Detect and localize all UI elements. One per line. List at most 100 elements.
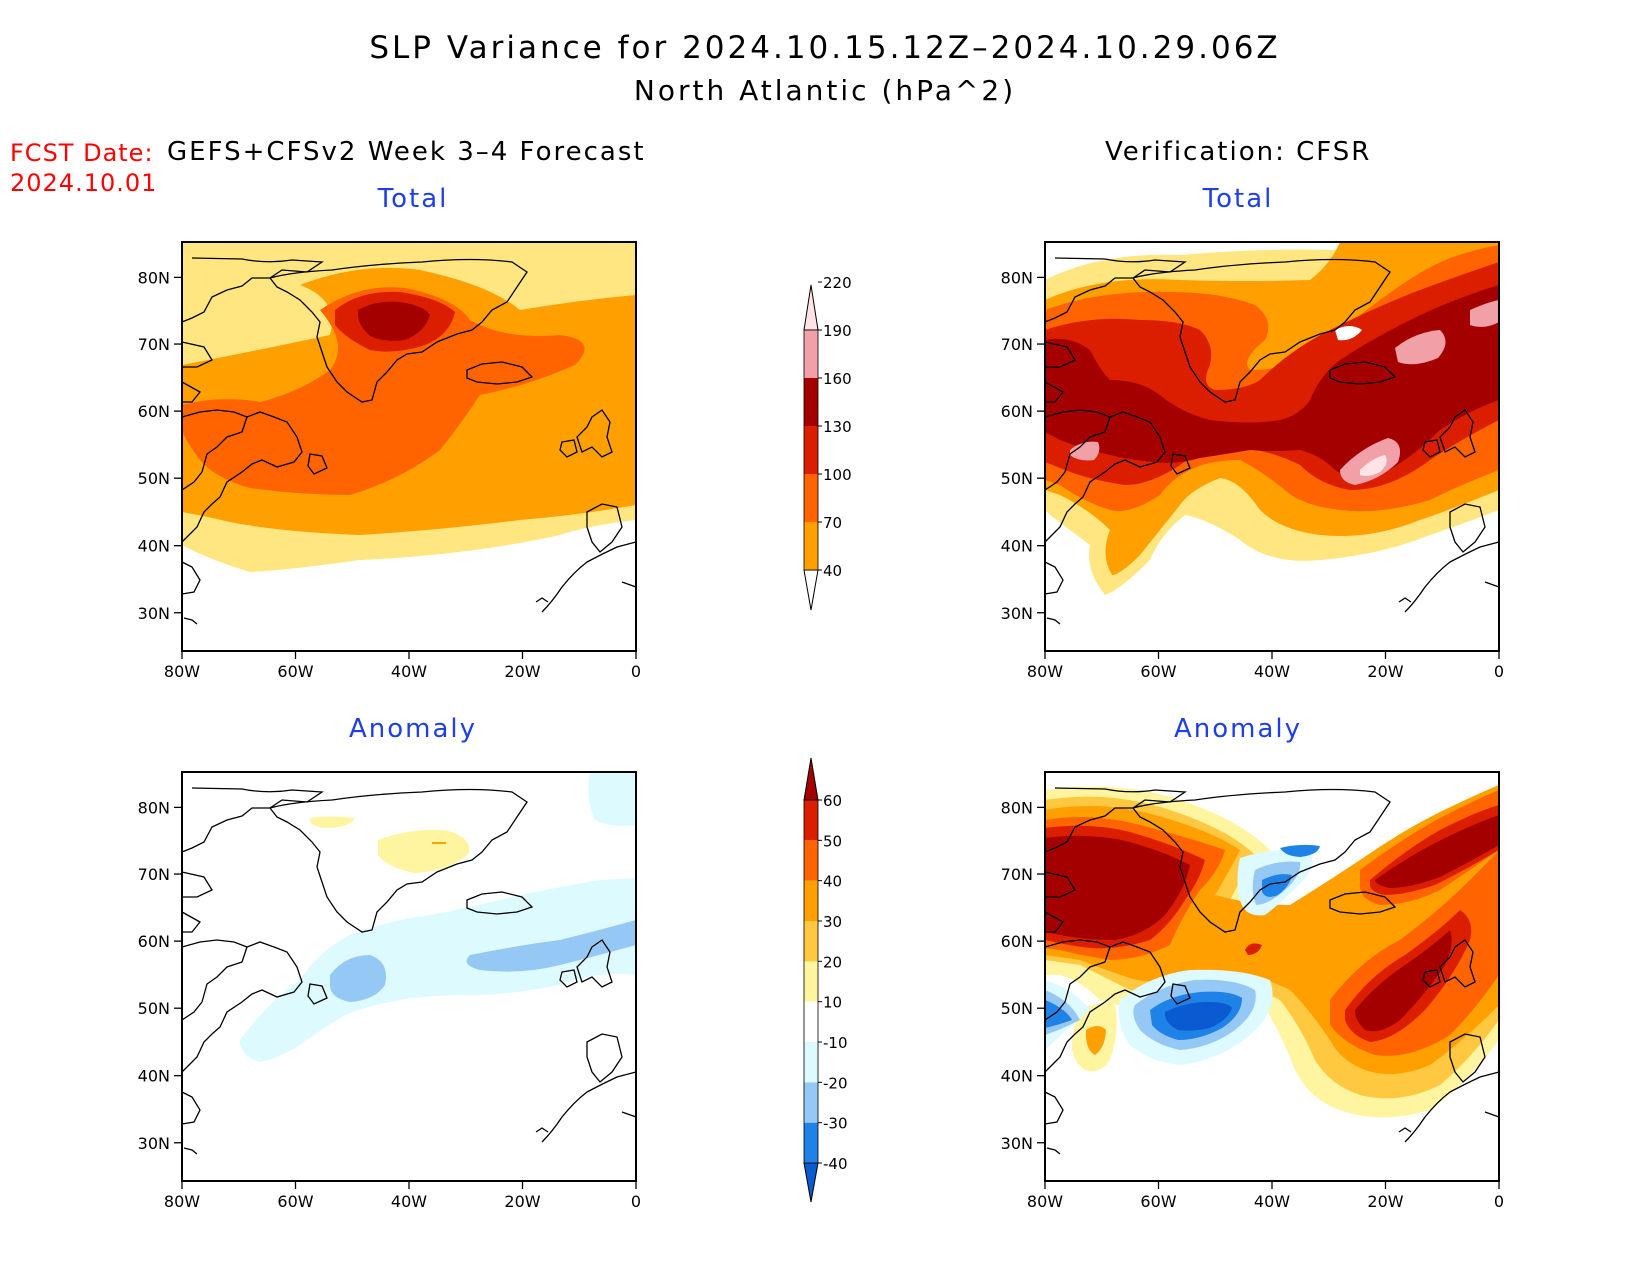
colorbar-segment bbox=[804, 330, 818, 378]
lat-tick-label: 60N bbox=[138, 402, 170, 421]
lat-tick-label: 40N bbox=[138, 537, 170, 556]
colorbar-anomaly: -40 -30 -20 -10 10 20 30 40 50 60 bbox=[803, 757, 848, 1203]
lat-tick-label: 40N bbox=[1001, 1067, 1033, 1086]
lon-tick-label: 60W bbox=[277, 662, 313, 681]
colorbar-label: 70 bbox=[823, 514, 842, 532]
lon-tick-label: 60W bbox=[277, 1192, 313, 1211]
colorbar-segment bbox=[804, 522, 818, 570]
panel-title-forecast-anomaly: Anomaly bbox=[348, 714, 478, 744]
lon-tick-label: 40W bbox=[391, 1192, 427, 1211]
right-header: Verification: CFSR bbox=[1105, 137, 1372, 167]
axis-ticks: 80N 70N 60N 50N 40N 30N 80W 60W 40W 20W 0 80N 70N 60N… bbox=[138, 268, 1504, 1211]
lat-tick-label: 70N bbox=[1001, 865, 1033, 884]
lat-tick-label: 40N bbox=[1001, 537, 1033, 556]
coastline-verification-anomaly bbox=[1044, 787, 1500, 1155]
lon-tick-label: 60W bbox=[1140, 662, 1176, 681]
colorbar-arrow-low bbox=[803, 1162, 819, 1203]
panel-title-verif-total: Total bbox=[1202, 184, 1274, 214]
colorbar-label: 30 bbox=[823, 913, 842, 931]
colorbar-label: 10 bbox=[823, 994, 842, 1012]
lat-tick-label: 80N bbox=[138, 268, 170, 287]
lat-tick-label: 70N bbox=[138, 335, 170, 354]
lon-tick-label: 0 bbox=[631, 1192, 641, 1211]
fcst-label: FCST Date: bbox=[10, 139, 154, 167]
lat-tick-label: 80N bbox=[1001, 798, 1033, 817]
colorbar-label: 60 bbox=[823, 792, 842, 810]
coastline-forecast-total bbox=[181, 257, 637, 625]
colorbar-segment bbox=[804, 1042, 818, 1083]
forecast-anomaly-map bbox=[182, 772, 636, 1181]
colorbar-label: -40 bbox=[823, 1155, 848, 1173]
colorbar-segment bbox=[804, 1082, 818, 1123]
lon-tick-label: 20W bbox=[504, 662, 540, 681]
colorbar-segment bbox=[804, 1122, 818, 1163]
colorbar-label: 20 bbox=[823, 953, 842, 971]
lon-tick-label: 20W bbox=[504, 1192, 540, 1211]
lon-tick-label: 20W bbox=[1367, 662, 1403, 681]
lat-tick-label: 60N bbox=[1001, 402, 1033, 421]
colorbar-label: -30 bbox=[823, 1115, 848, 1133]
main-subtitle: North Atlantic (hPa^2) bbox=[633, 74, 1017, 107]
coastline-forecast-anomaly bbox=[181, 787, 637, 1155]
colorbar-label: 130 bbox=[823, 418, 852, 436]
lat-tick-label: 50N bbox=[1001, 469, 1033, 488]
verification-anomaly-map bbox=[1045, 772, 1499, 1181]
lat-tick-label: 70N bbox=[138, 865, 170, 884]
lat-tick-label: 60N bbox=[1001, 932, 1033, 951]
forecast-total-map bbox=[182, 242, 636, 651]
lon-tick-label: 40W bbox=[1254, 1192, 1290, 1211]
lat-tick-label: 80N bbox=[138, 798, 170, 817]
lat-tick-label: 60N bbox=[138, 932, 170, 951]
lon-tick-label: 40W bbox=[1254, 662, 1290, 681]
fcst-date: 2024.10.01 bbox=[10, 169, 158, 197]
colorbar-segment bbox=[804, 426, 818, 474]
colorbar-segment bbox=[804, 840, 818, 881]
lon-tick-label: 40W bbox=[391, 662, 427, 681]
coastline-verification-total bbox=[1044, 257, 1500, 625]
colorbar-arrow-high bbox=[803, 757, 819, 801]
lon-tick-label: 80W bbox=[164, 1192, 200, 1211]
lon-tick-label: 0 bbox=[1494, 1192, 1504, 1211]
panel-title-verif-anomaly: Anomaly bbox=[1173, 714, 1303, 744]
lat-tick-label: 80N bbox=[1001, 268, 1033, 287]
colorbar-label: 40 bbox=[823, 873, 842, 891]
left-header: GEFS+CFSv2 Week 3–4 Forecast bbox=[167, 137, 646, 167]
lon-tick-label: 80W bbox=[1027, 662, 1063, 681]
lon-tick-label: 0 bbox=[631, 662, 641, 681]
colorbar-label: 160 bbox=[823, 370, 852, 388]
fcst-date-block: FCST Date: 2024.10.01 bbox=[10, 138, 157, 198]
colorbar-label: 50 bbox=[823, 832, 842, 850]
lat-tick-label: 50N bbox=[1001, 999, 1033, 1018]
lat-tick-label: 40N bbox=[138, 1067, 170, 1086]
lat-tick-label: 30N bbox=[138, 604, 170, 623]
lon-tick-label: 0 bbox=[1494, 662, 1504, 681]
lon-tick-label: 60W bbox=[1140, 1192, 1176, 1211]
lon-tick-label: 80W bbox=[1027, 1192, 1063, 1211]
colorbar-label: -10 bbox=[823, 1034, 848, 1052]
lat-tick-label: 30N bbox=[1001, 604, 1033, 623]
lon-tick-label: 80W bbox=[164, 662, 200, 681]
colorbar-segment bbox=[804, 961, 818, 1002]
colorbar-segment bbox=[804, 880, 818, 921]
colorbar-segment bbox=[804, 474, 818, 522]
lat-tick-label: 70N bbox=[1001, 335, 1033, 354]
colorbar-segment bbox=[804, 378, 818, 426]
colorbar-segment bbox=[804, 921, 818, 962]
panel-title-forecast-total: Total bbox=[377, 184, 449, 214]
lat-tick-label: 30N bbox=[138, 1134, 170, 1153]
colorbar-label: 190 bbox=[823, 322, 852, 340]
colorbar-label: 220 bbox=[823, 274, 852, 292]
lat-tick-label: 30N bbox=[1001, 1134, 1033, 1153]
lat-tick-label: 50N bbox=[138, 999, 170, 1018]
lon-tick-label: 20W bbox=[1367, 1192, 1403, 1211]
main-title: SLP Variance for 2024.10.15.12Z–2024.10.… bbox=[369, 30, 1281, 66]
colorbar-arrow-high bbox=[803, 284, 819, 331]
colorbar-label: 40 bbox=[823, 562, 842, 580]
colorbar-segment bbox=[804, 1001, 818, 1042]
colorbar-total: 40 70 100 130 160 190 220 bbox=[803, 274, 852, 611]
verification-total-map bbox=[1045, 242, 1499, 651]
colorbar-segment bbox=[804, 800, 818, 841]
colorbar-arrow-low bbox=[803, 569, 819, 611]
colorbar-label: -20 bbox=[823, 1074, 848, 1092]
